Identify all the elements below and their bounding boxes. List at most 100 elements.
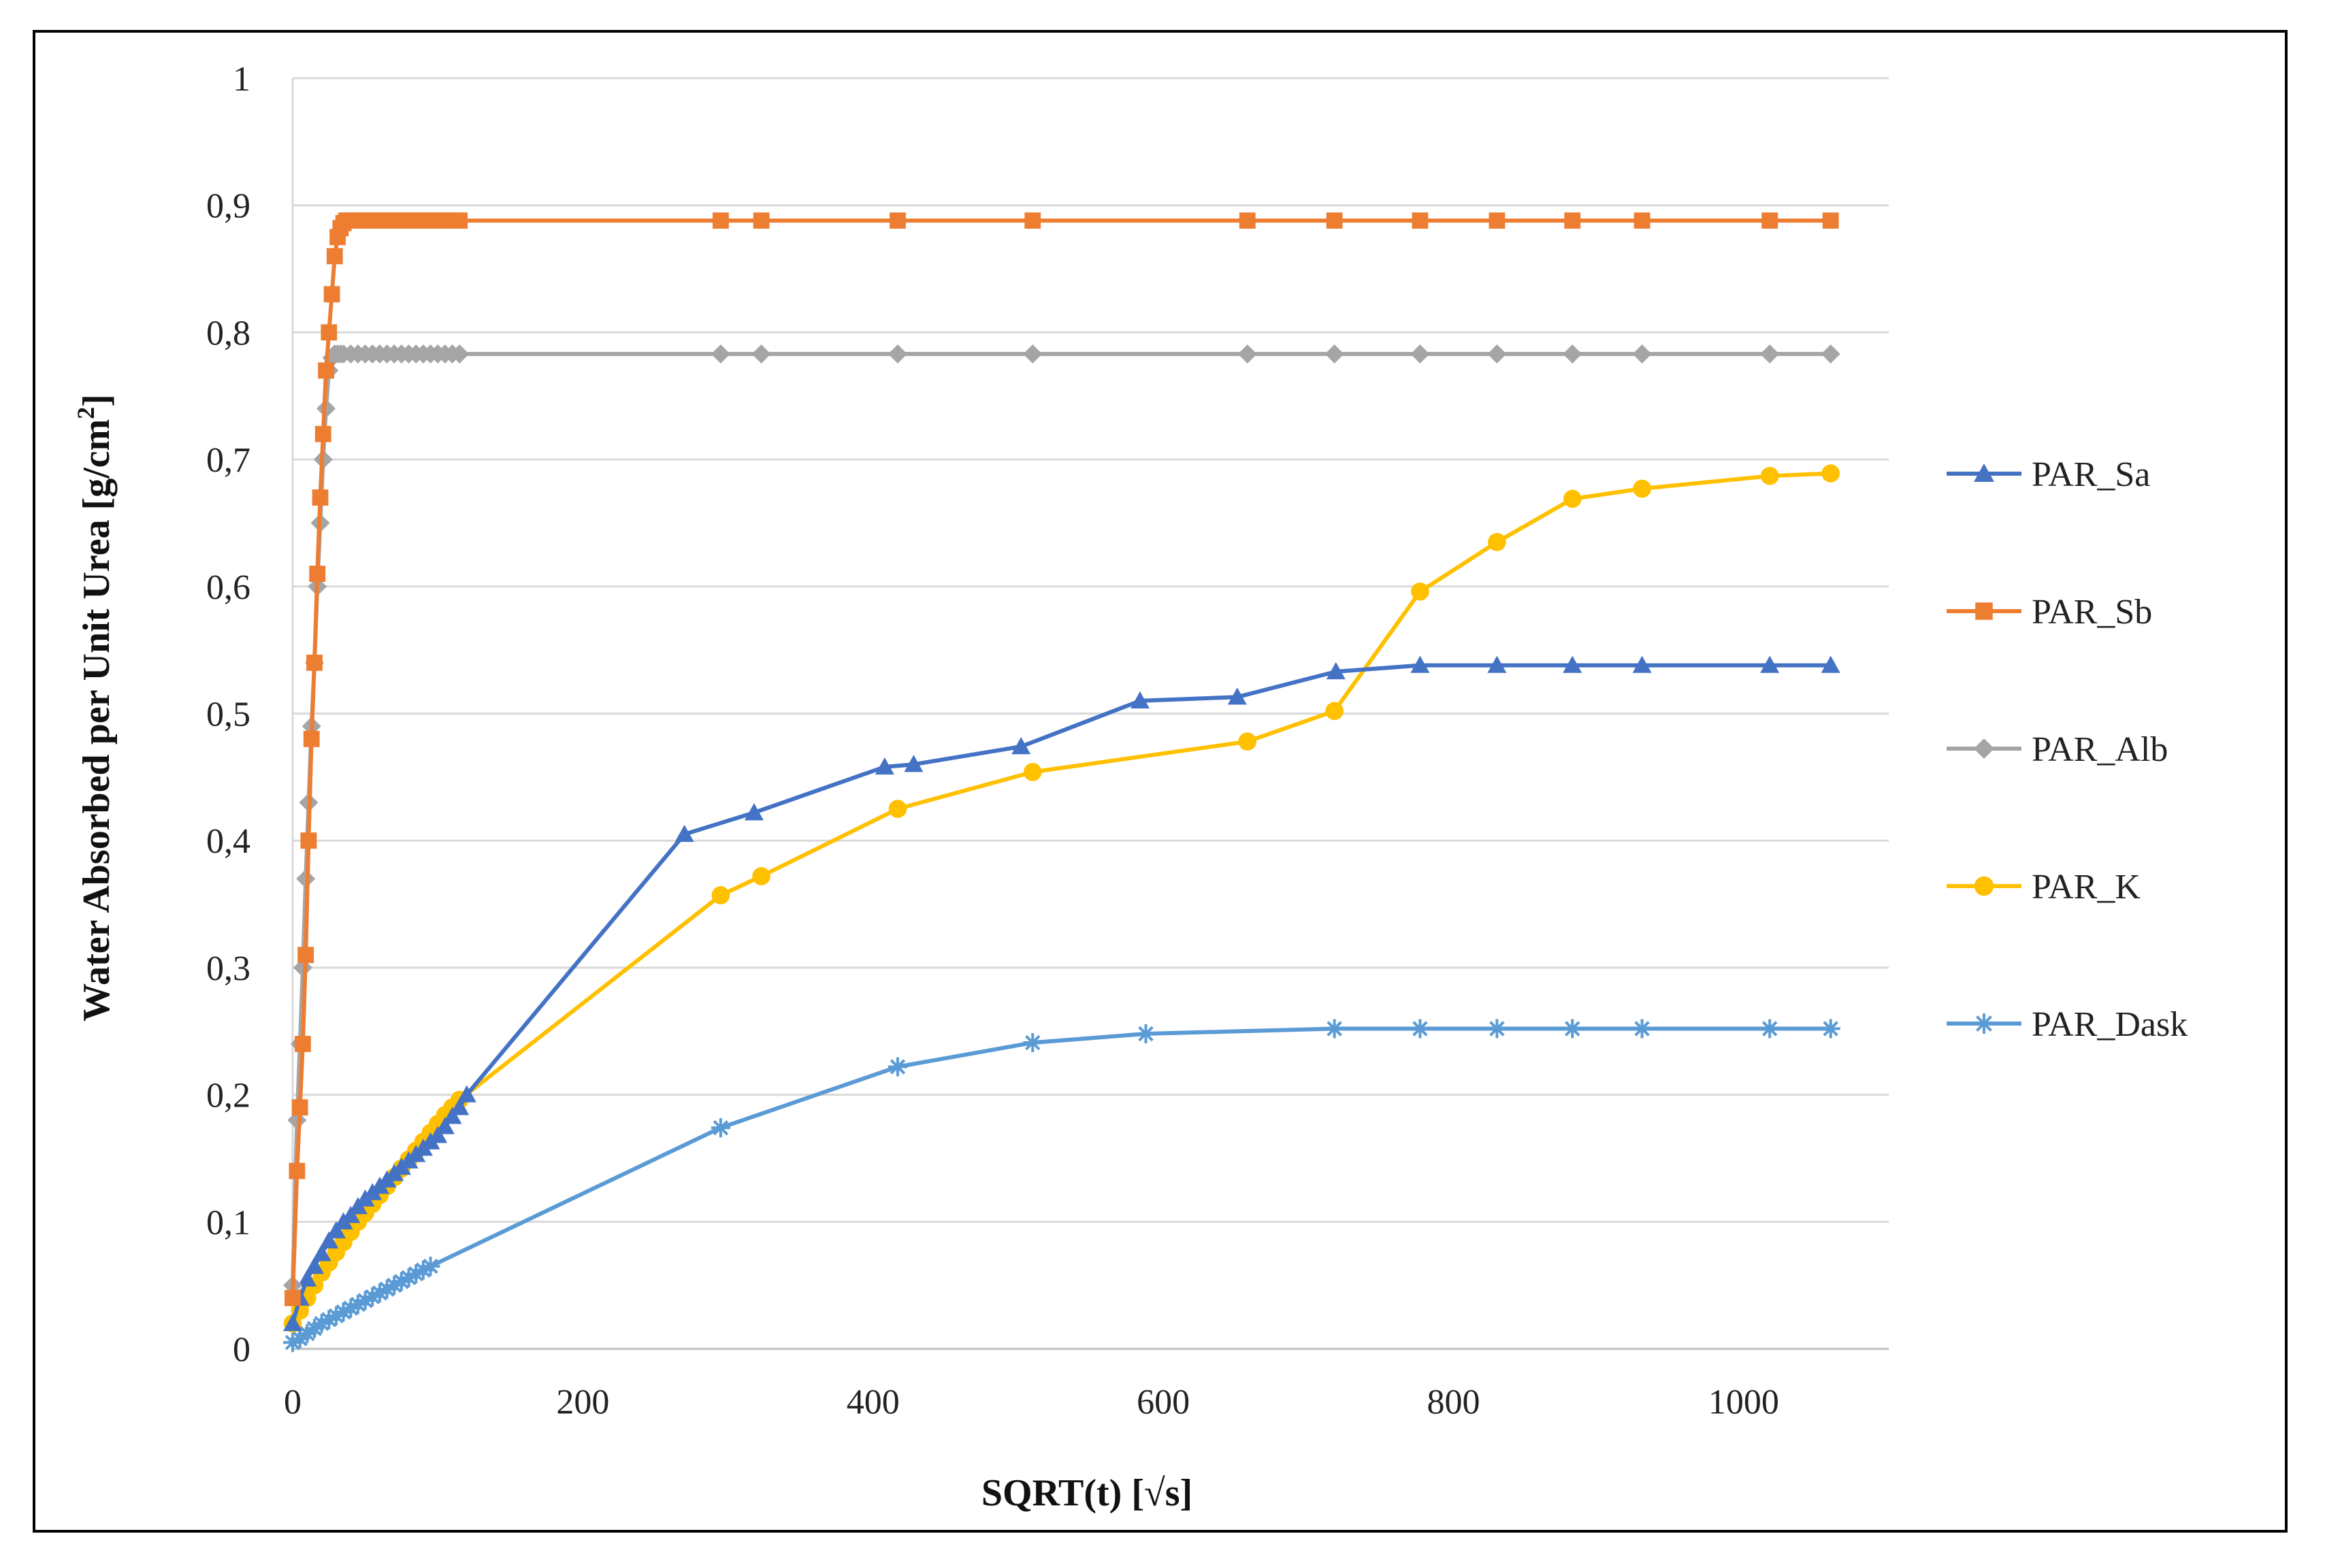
- data-point: [1822, 212, 1839, 229]
- y-tick-label: 0,6: [206, 568, 250, 607]
- y-tick-label: 0,3: [206, 949, 250, 988]
- data-point: [751, 344, 771, 364]
- y-tick-label: 0,1: [206, 1203, 250, 1242]
- data-point: [1324, 1019, 1344, 1039]
- y-tick-label: 0,5: [206, 696, 250, 734]
- data-point: [744, 803, 764, 821]
- data-point: [284, 1290, 301, 1307]
- legend-label: PAR_Sa: [2032, 455, 2150, 494]
- data-point: [1411, 582, 1429, 601]
- data-point: [1632, 344, 1652, 364]
- x-tick-label: 400: [847, 1383, 900, 1422]
- data-point: [1487, 655, 1507, 673]
- series-PAR_Alb: [283, 344, 1840, 1295]
- x-tick-label: 800: [1427, 1383, 1480, 1422]
- x-axis-title: SQRT(t) [√s]: [981, 1472, 1192, 1514]
- data-point: [890, 212, 906, 229]
- data-point: [888, 800, 907, 818]
- data-point: [326, 1221, 346, 1239]
- y-axis-title-end: ]: [76, 394, 118, 407]
- series-line-PAR_Sb: [291, 218, 1831, 1298]
- data-point: [341, 1205, 361, 1224]
- y-axis-tick-labels: 0 0,1 0,2 0,3 0,4 0,5 0,6 0,7 0,8 0,9 1: [206, 60, 250, 1369]
- data-point: [355, 1291, 375, 1311]
- data-point: [283, 1333, 302, 1352]
- data-point: [421, 1256, 440, 1276]
- legend-marker: [1974, 738, 1994, 759]
- data-point: [904, 755, 924, 772]
- data-point: [1563, 655, 1582, 673]
- data-point: [674, 824, 694, 843]
- data-point: [753, 212, 770, 229]
- data-point: [1024, 212, 1041, 229]
- data-point: [1633, 479, 1651, 498]
- y-axis-title: Water Absorbed per Unit Urea [g/cm2]: [72, 394, 118, 1022]
- data-point: [1023, 344, 1043, 364]
- data-point: [1821, 464, 1840, 483]
- data-point: [1487, 344, 1507, 364]
- legend-marker: [1974, 1013, 1994, 1034]
- data-point: [1227, 687, 1247, 705]
- data-point: [334, 1302, 353, 1322]
- data-point: [377, 1279, 397, 1299]
- y-tick-label: 0,7: [206, 441, 250, 480]
- data-point: [1563, 344, 1582, 364]
- data-point: [341, 1298, 361, 1318]
- data-point: [297, 1269, 317, 1287]
- series-PAR_Sa: [283, 655, 1840, 1331]
- series-line-PAR_Dask: [291, 1026, 1831, 1345]
- x-tick-label: 1000: [1708, 1383, 1779, 1422]
- data-point: [752, 867, 770, 885]
- legend-item-PAR_Dask: PAR_Dask: [1947, 1005, 2188, 1044]
- data-point: [888, 1057, 907, 1077]
- data-point: [406, 1264, 426, 1284]
- data-point: [457, 1085, 476, 1102]
- data-point: [450, 1098, 470, 1115]
- data-point: [304, 1256, 324, 1274]
- y-tick-label: 0,2: [206, 1077, 250, 1115]
- data-point: [309, 566, 326, 583]
- data-point: [295, 1036, 311, 1052]
- data-point: [1237, 344, 1257, 364]
- data-point: [1821, 1019, 1840, 1039]
- data-point: [312, 489, 329, 506]
- data-point: [348, 1294, 368, 1314]
- data-point: [1632, 655, 1652, 673]
- legend-marker: [1974, 876, 1994, 896]
- legend-marker: [1975, 602, 1993, 620]
- data-point: [297, 1324, 317, 1343]
- data-point: [1489, 212, 1506, 229]
- data-point: [291, 1099, 308, 1116]
- data-point: [283, 1313, 302, 1331]
- data-point: [428, 1126, 448, 1143]
- data-point: [318, 362, 334, 379]
- y-tick-label: 0,4: [206, 822, 250, 861]
- data-point: [1760, 1019, 1780, 1039]
- legend: PAR_Sa PAR_Sb PAR_Alb PAR_K PAR_Dask: [1947, 455, 2188, 1044]
- data-point: [314, 425, 331, 442]
- data-point: [319, 1231, 339, 1249]
- data-point: [300, 832, 317, 849]
- data-point: [1410, 655, 1430, 673]
- series-PAR_K: [283, 464, 1840, 1333]
- data-point: [711, 886, 730, 904]
- data-point: [1326, 212, 1343, 229]
- data-point: [1563, 1019, 1582, 1039]
- data-point: [319, 1310, 339, 1330]
- data-point: [1410, 344, 1430, 364]
- data-point: [712, 212, 729, 229]
- data-point: [303, 730, 320, 747]
- x-axis-tick-labels: 0 200 400 600 800 1000: [284, 1383, 1779, 1422]
- data-point: [451, 212, 468, 229]
- data-point: [306, 654, 323, 671]
- data-point: [711, 1118, 730, 1138]
- data-point: [1324, 344, 1344, 364]
- data-point: [1238, 732, 1257, 751]
- data-point: [391, 1272, 411, 1292]
- y-tick-label: 0,8: [206, 314, 250, 353]
- data-point: [1239, 212, 1256, 229]
- data-series: [283, 212, 1840, 1352]
- data-point: [442, 1107, 462, 1124]
- series-PAR_Dask: [283, 1019, 1840, 1352]
- legend-label: PAR_Sb: [2032, 593, 2152, 632]
